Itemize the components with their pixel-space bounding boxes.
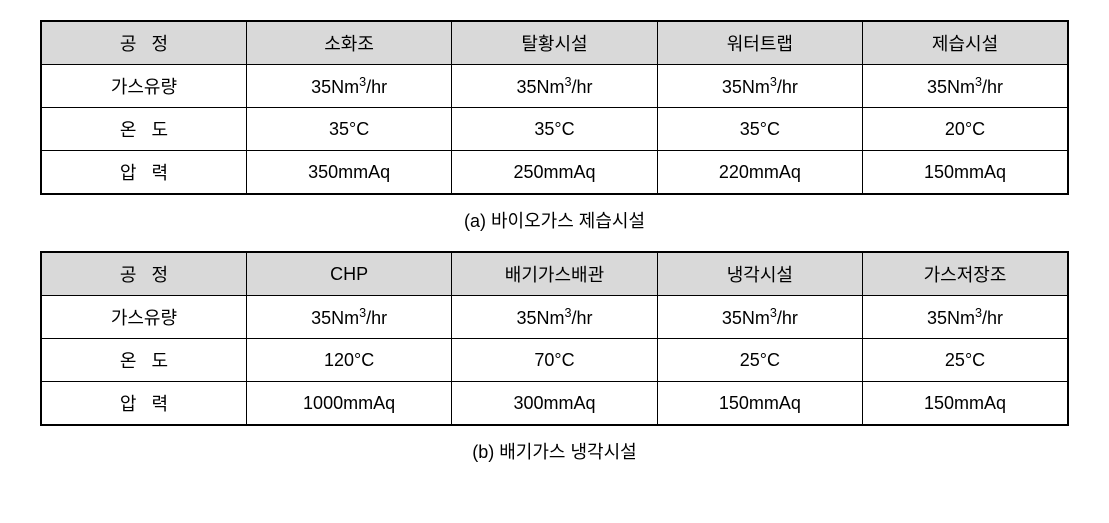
table-row: 가스유량 35Nm3/hr 35Nm3/hr 35Nm3/hr 35Nm3/hr — [41, 296, 1068, 339]
table-row: 압 력 1000mmAq 300mmAq 150mmAq 150mmAq — [41, 382, 1068, 426]
table-header-row: 공 정 CHP 배기가스배관 냉각시설 가스저장조 — [41, 252, 1068, 296]
cell: 1000mmAq — [246, 382, 451, 426]
col-header-watertrap: 워터트랩 — [657, 21, 862, 65]
col-header-label: 공 정 — [120, 34, 168, 54]
cell: 70°C — [452, 339, 657, 382]
row-label-temperature: 온 도 — [41, 339, 246, 382]
cell: 35°C — [452, 108, 657, 151]
table-row: 압 력 350mmAq 250mmAq 220mmAq 150mmAq — [41, 151, 1068, 195]
row-label-text: 압 력 — [120, 163, 168, 183]
col-header-desulfurization: 탈황시설 — [452, 21, 657, 65]
row-label-text: 온 도 — [120, 351, 168, 371]
table-row: 온 도 35°C 35°C 35°C 20°C — [41, 108, 1068, 151]
row-label-text: 압 력 — [120, 394, 168, 414]
cell: 20°C — [863, 108, 1068, 151]
col-header-digester: 소화조 — [246, 21, 451, 65]
col-header-exhaust-pipe: 배기가스배관 — [452, 252, 657, 296]
table-row: 가스유량 35Nm3/hr 35Nm3/hr 35Nm3/hr 35Nm3/hr — [41, 65, 1068, 108]
cell: 120°C — [246, 339, 451, 382]
caption-b: (b) 배기가스 냉각시설 — [40, 438, 1069, 464]
table-header-row: 공 정 소화조 탈황시설 워터트랩 제습시설 — [41, 21, 1068, 65]
col-header-label: 공 정 — [120, 265, 168, 285]
cell: 150mmAq — [863, 382, 1068, 426]
cell: 150mmAq — [657, 382, 862, 426]
col-header-dehumidifier: 제습시설 — [863, 21, 1068, 65]
cell: 35Nm3/hr — [246, 65, 451, 108]
row-label-gasflow: 가스유량 — [41, 65, 246, 108]
cell: 35Nm3/hr — [246, 296, 451, 339]
col-header-chp: CHP — [246, 252, 451, 296]
row-label-pressure: 압 력 — [41, 382, 246, 426]
row-label-text: 온 도 — [120, 120, 168, 140]
col-header-process: 공 정 — [41, 21, 246, 65]
cell: 35Nm3/hr — [452, 65, 657, 108]
row-label-gasflow: 가스유량 — [41, 296, 246, 339]
cell: 35°C — [657, 108, 862, 151]
cell: 35Nm3/hr — [657, 65, 862, 108]
caption-a: (a) 바이오가스 제습시설 — [40, 207, 1069, 233]
cell: 150mmAq — [863, 151, 1068, 195]
table-exhaust-cooling: 공 정 CHP 배기가스배관 냉각시설 가스저장조 가스유량 35Nm3/hr … — [40, 251, 1069, 426]
cell: 35°C — [246, 108, 451, 151]
cell: 35Nm3/hr — [452, 296, 657, 339]
cell: 25°C — [657, 339, 862, 382]
col-header-process: 공 정 — [41, 252, 246, 296]
table-biogas-dehumidification: 공 정 소화조 탈황시설 워터트랩 제습시설 가스유량 35Nm3/hr 35N… — [40, 20, 1069, 195]
cell: 35Nm3/hr — [863, 65, 1068, 108]
cell: 35Nm3/hr — [657, 296, 862, 339]
col-header-cooling: 냉각시설 — [657, 252, 862, 296]
cell: 250mmAq — [452, 151, 657, 195]
cell: 350mmAq — [246, 151, 451, 195]
cell: 35Nm3/hr — [863, 296, 1068, 339]
row-label-temperature: 온 도 — [41, 108, 246, 151]
cell: 220mmAq — [657, 151, 862, 195]
cell: 300mmAq — [452, 382, 657, 426]
row-label-pressure: 압 력 — [41, 151, 246, 195]
cell: 25°C — [863, 339, 1068, 382]
col-header-gas-storage: 가스저장조 — [863, 252, 1068, 296]
table-row: 온 도 120°C 70°C 25°C 25°C — [41, 339, 1068, 382]
